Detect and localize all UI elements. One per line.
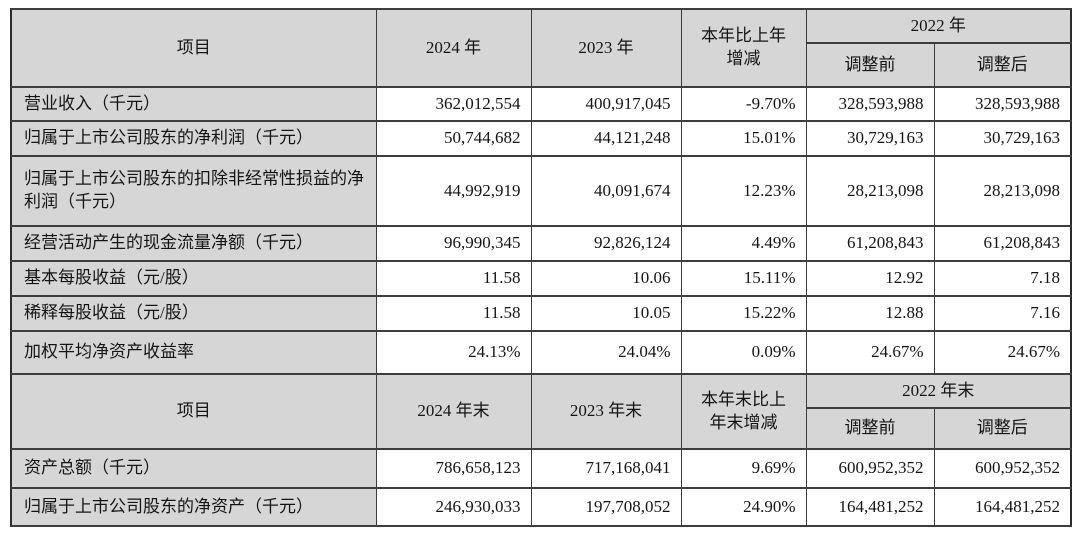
header-year-2024: 2024 年 bbox=[375, 8, 532, 88]
value-2023: 197,708,052 bbox=[530, 487, 682, 527]
header-yearend-2022-group: 2022 年末 bbox=[805, 373, 1072, 409]
value-2022-post: 7.16 bbox=[933, 295, 1072, 332]
value-2022-post: 30,729,163 bbox=[933, 120, 1072, 157]
value-2024: 362,012,554 bbox=[375, 86, 532, 122]
value-2022-pre: 61,208,843 bbox=[805, 225, 935, 262]
header-post-adjustment: 调整后 bbox=[933, 42, 1072, 88]
table-row: 加权平均净资产收益率 24.13% 24.04% 0.09% 24.67% 24… bbox=[10, 330, 1072, 375]
value-2024: 11.58 bbox=[375, 295, 532, 332]
header-pre-adjustment: 调整前 bbox=[805, 42, 935, 88]
row-label: 营业收入（千元） bbox=[10, 86, 377, 122]
value-2022-pre: 600,952,352 bbox=[805, 448, 935, 489]
header-yoy-change: 本年比上年 增减 bbox=[680, 8, 807, 88]
header-row: 项目 2024 年末 2023 年末 本年末比上 年末增减 2022 年末 bbox=[10, 373, 1072, 450]
table-row: 归属于上市公司股东的净资产（千元） 246,930,033 197,708,05… bbox=[10, 487, 1072, 527]
value-change: 15.22% bbox=[680, 295, 807, 332]
value-2022-post: 24.67% bbox=[933, 330, 1072, 375]
header-post-adjustment: 调整后 bbox=[933, 407, 1072, 450]
table-row: 经营活动产生的现金流量净额（千元） 96,990,345 92,826,124 … bbox=[10, 225, 1072, 262]
value-2022-post: 164,481,252 bbox=[933, 487, 1072, 527]
value-change: 24.90% bbox=[680, 487, 807, 527]
header-yearend-2024: 2024 年末 bbox=[375, 373, 532, 450]
header-year-2023: 2023 年 bbox=[530, 8, 682, 88]
value-2022-post: 28,213,098 bbox=[933, 155, 1072, 227]
header-yearend-change: 本年末比上 年末增减 bbox=[680, 373, 807, 450]
header-item: 项目 bbox=[10, 373, 377, 450]
value-2023: 10.06 bbox=[530, 260, 682, 297]
row-label: 资产总额（千元） bbox=[10, 448, 377, 489]
financial-summary-table: 项目 2024 年 2023 年 本年比上年 增减 2022 年 调整前 调整后… bbox=[10, 8, 1072, 527]
table-row: 归属于上市公司股东的净利润（千元） 50,744,682 44,121,248 … bbox=[10, 120, 1072, 157]
row-label: 基本每股收益（元/股） bbox=[10, 260, 377, 297]
header-row: 调整前 调整后 bbox=[11, 42, 1072, 88]
table-row: 归属于上市公司股东的扣除非经常性损益的净利润（千元） 44,992,919 40… bbox=[10, 155, 1072, 227]
value-2024: 246,930,033 bbox=[375, 487, 532, 527]
value-2023: 92,826,124 bbox=[530, 225, 682, 262]
value-2022-pre: 28,213,098 bbox=[805, 155, 935, 227]
table-row: 资产总额（千元） 786,658,123 717,168,041 9.69% 6… bbox=[10, 448, 1072, 489]
table-row: 营业收入（千元） 362,012,554 400,917,045 -9.70% … bbox=[10, 86, 1072, 122]
value-2022-pre: 164,481,252 bbox=[805, 487, 935, 527]
value-2024: 24.13% bbox=[375, 330, 532, 375]
row-label: 经营活动产生的现金流量净额（千元） bbox=[10, 225, 377, 262]
value-change: 15.01% bbox=[680, 120, 807, 157]
value-2024: 11.58 bbox=[375, 260, 532, 297]
value-2023: 40,091,674 bbox=[530, 155, 682, 227]
value-change: -9.70% bbox=[680, 86, 807, 122]
value-change: 4.49% bbox=[680, 225, 807, 262]
row-label: 归属于上市公司股东的净资产（千元） bbox=[10, 487, 377, 527]
value-2022-pre: 24.67% bbox=[805, 330, 935, 375]
value-change: 15.11% bbox=[680, 260, 807, 297]
value-2022-pre: 12.92 bbox=[805, 260, 935, 297]
value-change: 9.69% bbox=[680, 448, 807, 489]
table-row: 稀释每股收益（元/股） 11.58 10.05 15.22% 12.88 7.1… bbox=[10, 295, 1072, 332]
value-2022-pre: 30,729,163 bbox=[805, 120, 935, 157]
header-row: 项目 2024 年 2023 年 本年比上年 增减 2022 年 bbox=[10, 8, 1072, 88]
value-2024: 50,744,682 bbox=[375, 120, 532, 157]
value-change: 0.09% bbox=[680, 330, 807, 375]
header-item: 项目 bbox=[10, 8, 377, 88]
value-2024: 96,990,345 bbox=[375, 225, 532, 262]
value-2023: 717,168,041 bbox=[530, 448, 682, 489]
value-2024: 786,658,123 bbox=[375, 448, 532, 489]
value-2023: 400,917,045 bbox=[530, 86, 682, 122]
value-2023: 24.04% bbox=[530, 330, 682, 375]
row-label: 加权平均净资产收益率 bbox=[10, 330, 377, 375]
value-2022-post: 600,952,352 bbox=[933, 448, 1072, 489]
row-label: 归属于上市公司股东的净利润（千元） bbox=[10, 120, 377, 157]
value-2022-post: 7.18 bbox=[933, 260, 1072, 297]
header-year-2022-group: 2022 年 bbox=[805, 8, 1072, 44]
value-2023: 44,121,248 bbox=[530, 120, 682, 157]
value-2022-pre: 12.88 bbox=[805, 295, 935, 332]
value-change: 12.23% bbox=[680, 155, 807, 227]
value-2022-post: 61,208,843 bbox=[933, 225, 1072, 262]
table-row: 基本每股收益（元/股） 11.58 10.06 15.11% 12.92 7.1… bbox=[10, 260, 1072, 297]
row-label: 稀释每股收益（元/股） bbox=[10, 295, 377, 332]
value-2023: 10.05 bbox=[530, 295, 682, 332]
value-2022-post: 328,593,988 bbox=[933, 86, 1072, 122]
header-row: 调整前 调整后 bbox=[11, 407, 1072, 450]
value-2024: 44,992,919 bbox=[375, 155, 532, 227]
value-2022-pre: 328,593,988 bbox=[805, 86, 935, 122]
header-pre-adjustment: 调整前 bbox=[805, 407, 935, 450]
header-yearend-2023: 2023 年末 bbox=[530, 373, 682, 450]
row-label: 归属于上市公司股东的扣除非经常性损益的净利润（千元） bbox=[10, 155, 377, 227]
